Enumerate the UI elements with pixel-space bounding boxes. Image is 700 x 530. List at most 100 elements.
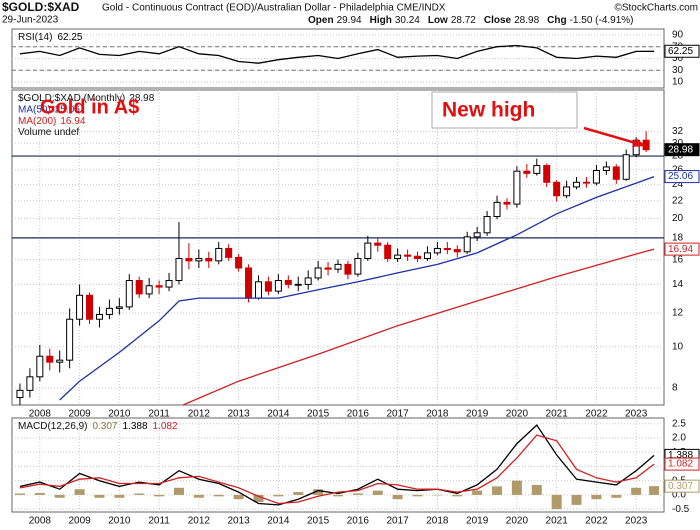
- candle-body: [553, 181, 561, 197]
- x-tick-label: 2011: [148, 516, 170, 527]
- annotation: Gold in A$: [40, 96, 139, 118]
- description: Gold - Continuous Contract (EOD)/Austral…: [102, 3, 446, 14]
- histogram-bar: [531, 484, 542, 495]
- charts: 103050709062.25RSI(14)62.258101214161820…: [11, 28, 700, 527]
- value-tag-label: 62.25: [668, 46, 693, 57]
- x-tick-label: 2018: [426, 409, 449, 420]
- candle-body: [125, 279, 133, 308]
- candle-body: [254, 281, 262, 299]
- candle-body: [215, 247, 223, 262]
- x-tick-label: 2023: [625, 409, 648, 420]
- candle-body: [95, 314, 103, 320]
- x-tick-label: 2016: [347, 409, 370, 420]
- y-tick-label: 18: [672, 233, 684, 244]
- candle-body: [463, 236, 471, 253]
- value-tag-label: 16.94: [668, 244, 693, 255]
- legend-name: $GOLD:$XAD (Monthly): [18, 93, 125, 104]
- candle-body: [274, 279, 282, 292]
- candle-body: [453, 249, 461, 253]
- candle-body: [423, 252, 431, 260]
- y-tick-label: -0.5: [672, 504, 690, 515]
- histogram-bar: [313, 489, 324, 495]
- histogram-bar: [94, 494, 105, 498]
- candle-body: [145, 285, 153, 295]
- legend-entry: MACD(12,26,9) 0.307 1.388 1.082: [18, 421, 178, 432]
- histogram-bar: [233, 494, 244, 500]
- legend-value: 25.06: [55, 104, 80, 115]
- candle-body: [404, 254, 412, 257]
- legend-entry: $GOLD:$XAD (Monthly) 28.98: [18, 93, 155, 104]
- candle-body: [185, 258, 193, 262]
- x-tick-label: 2009: [68, 516, 91, 527]
- legend-value: 62.25: [57, 32, 82, 43]
- value-tag-label: 25.06: [668, 171, 693, 182]
- histogram-bar: [432, 494, 443, 496]
- legend-name: MA(200): [18, 116, 56, 127]
- value-tag: [664, 170, 700, 184]
- quote-value: 30.24: [395, 15, 420, 26]
- candle-body: [384, 244, 392, 260]
- arrow: [583, 126, 637, 145]
- candle-body: [493, 201, 501, 218]
- legend-value: 1.388: [123, 421, 148, 432]
- candle-body: [264, 281, 272, 292]
- histogram-bar: [74, 489, 85, 495]
- x-tick-label: 2019: [466, 516, 489, 527]
- x-tick-label: 2022: [585, 516, 608, 527]
- candle-body: [523, 170, 531, 174]
- y-tick-label: 0.0: [672, 490, 686, 501]
- histogram-bar: [511, 480, 522, 495]
- x-tick-label: 2020: [506, 409, 529, 420]
- candle-body: [86, 294, 94, 320]
- candle-body: [592, 169, 600, 184]
- y-tick-label: 16: [672, 254, 684, 265]
- annotation: New high: [442, 99, 535, 122]
- candle-body: [622, 154, 630, 180]
- candle-body: [344, 263, 352, 275]
- value-tag: [664, 44, 700, 58]
- x-tick-label: 2021: [546, 409, 569, 420]
- quote-value: 28.72: [451, 15, 476, 26]
- legend-entry: Volume undef: [18, 127, 79, 138]
- histogram-bar: [611, 494, 622, 498]
- x-tick-label: 2008: [29, 516, 52, 527]
- x-tick-label: 2013: [227, 409, 250, 420]
- candle-body: [165, 279, 173, 288]
- legend-name: MACD(12,26,9): [18, 421, 87, 432]
- quote-label: Chg: [547, 15, 566, 26]
- candle-body: [473, 232, 481, 238]
- x-tick-label: 2020: [506, 516, 529, 527]
- y-tick-label: 50: [672, 53, 684, 64]
- quote-label: Close: [484, 15, 512, 26]
- x-tick-label: 2021: [546, 516, 569, 527]
- quote-label: Low: [428, 15, 448, 26]
- date: 29-Jun-2023: [2, 15, 59, 26]
- x-tick-label: 2012: [188, 516, 211, 527]
- candle-body: [36, 355, 44, 378]
- candle-body: [26, 376, 34, 391]
- histogram-bar: [551, 494, 562, 510]
- quote-value: 29.94: [337, 15, 362, 26]
- candle-body: [284, 279, 292, 285]
- histogram-bar: [173, 487, 184, 495]
- histogram-bar: [293, 492, 304, 495]
- value-tag-label: 1.388: [668, 450, 693, 461]
- candle-body: [76, 294, 84, 320]
- candle-body: [294, 283, 302, 286]
- quote-label: Open: [308, 15, 334, 26]
- candle-body: [135, 279, 143, 295]
- candle-body: [394, 254, 402, 260]
- candle-body: [513, 170, 521, 205]
- candle-body: [105, 307, 113, 316]
- histogram-bar: [34, 492, 45, 495]
- candle-body: [205, 258, 213, 262]
- series-line: [19, 424, 655, 506]
- y-tick-label: 10: [672, 341, 684, 352]
- histogram-bar: [193, 494, 204, 498]
- x-tick-label: 2017: [387, 516, 410, 527]
- quote-label: High: [370, 15, 392, 26]
- value-tag-label: 1.082: [668, 459, 693, 470]
- candle-body: [364, 242, 372, 260]
- candle-body: [354, 258, 362, 275]
- candle-body: [612, 166, 620, 180]
